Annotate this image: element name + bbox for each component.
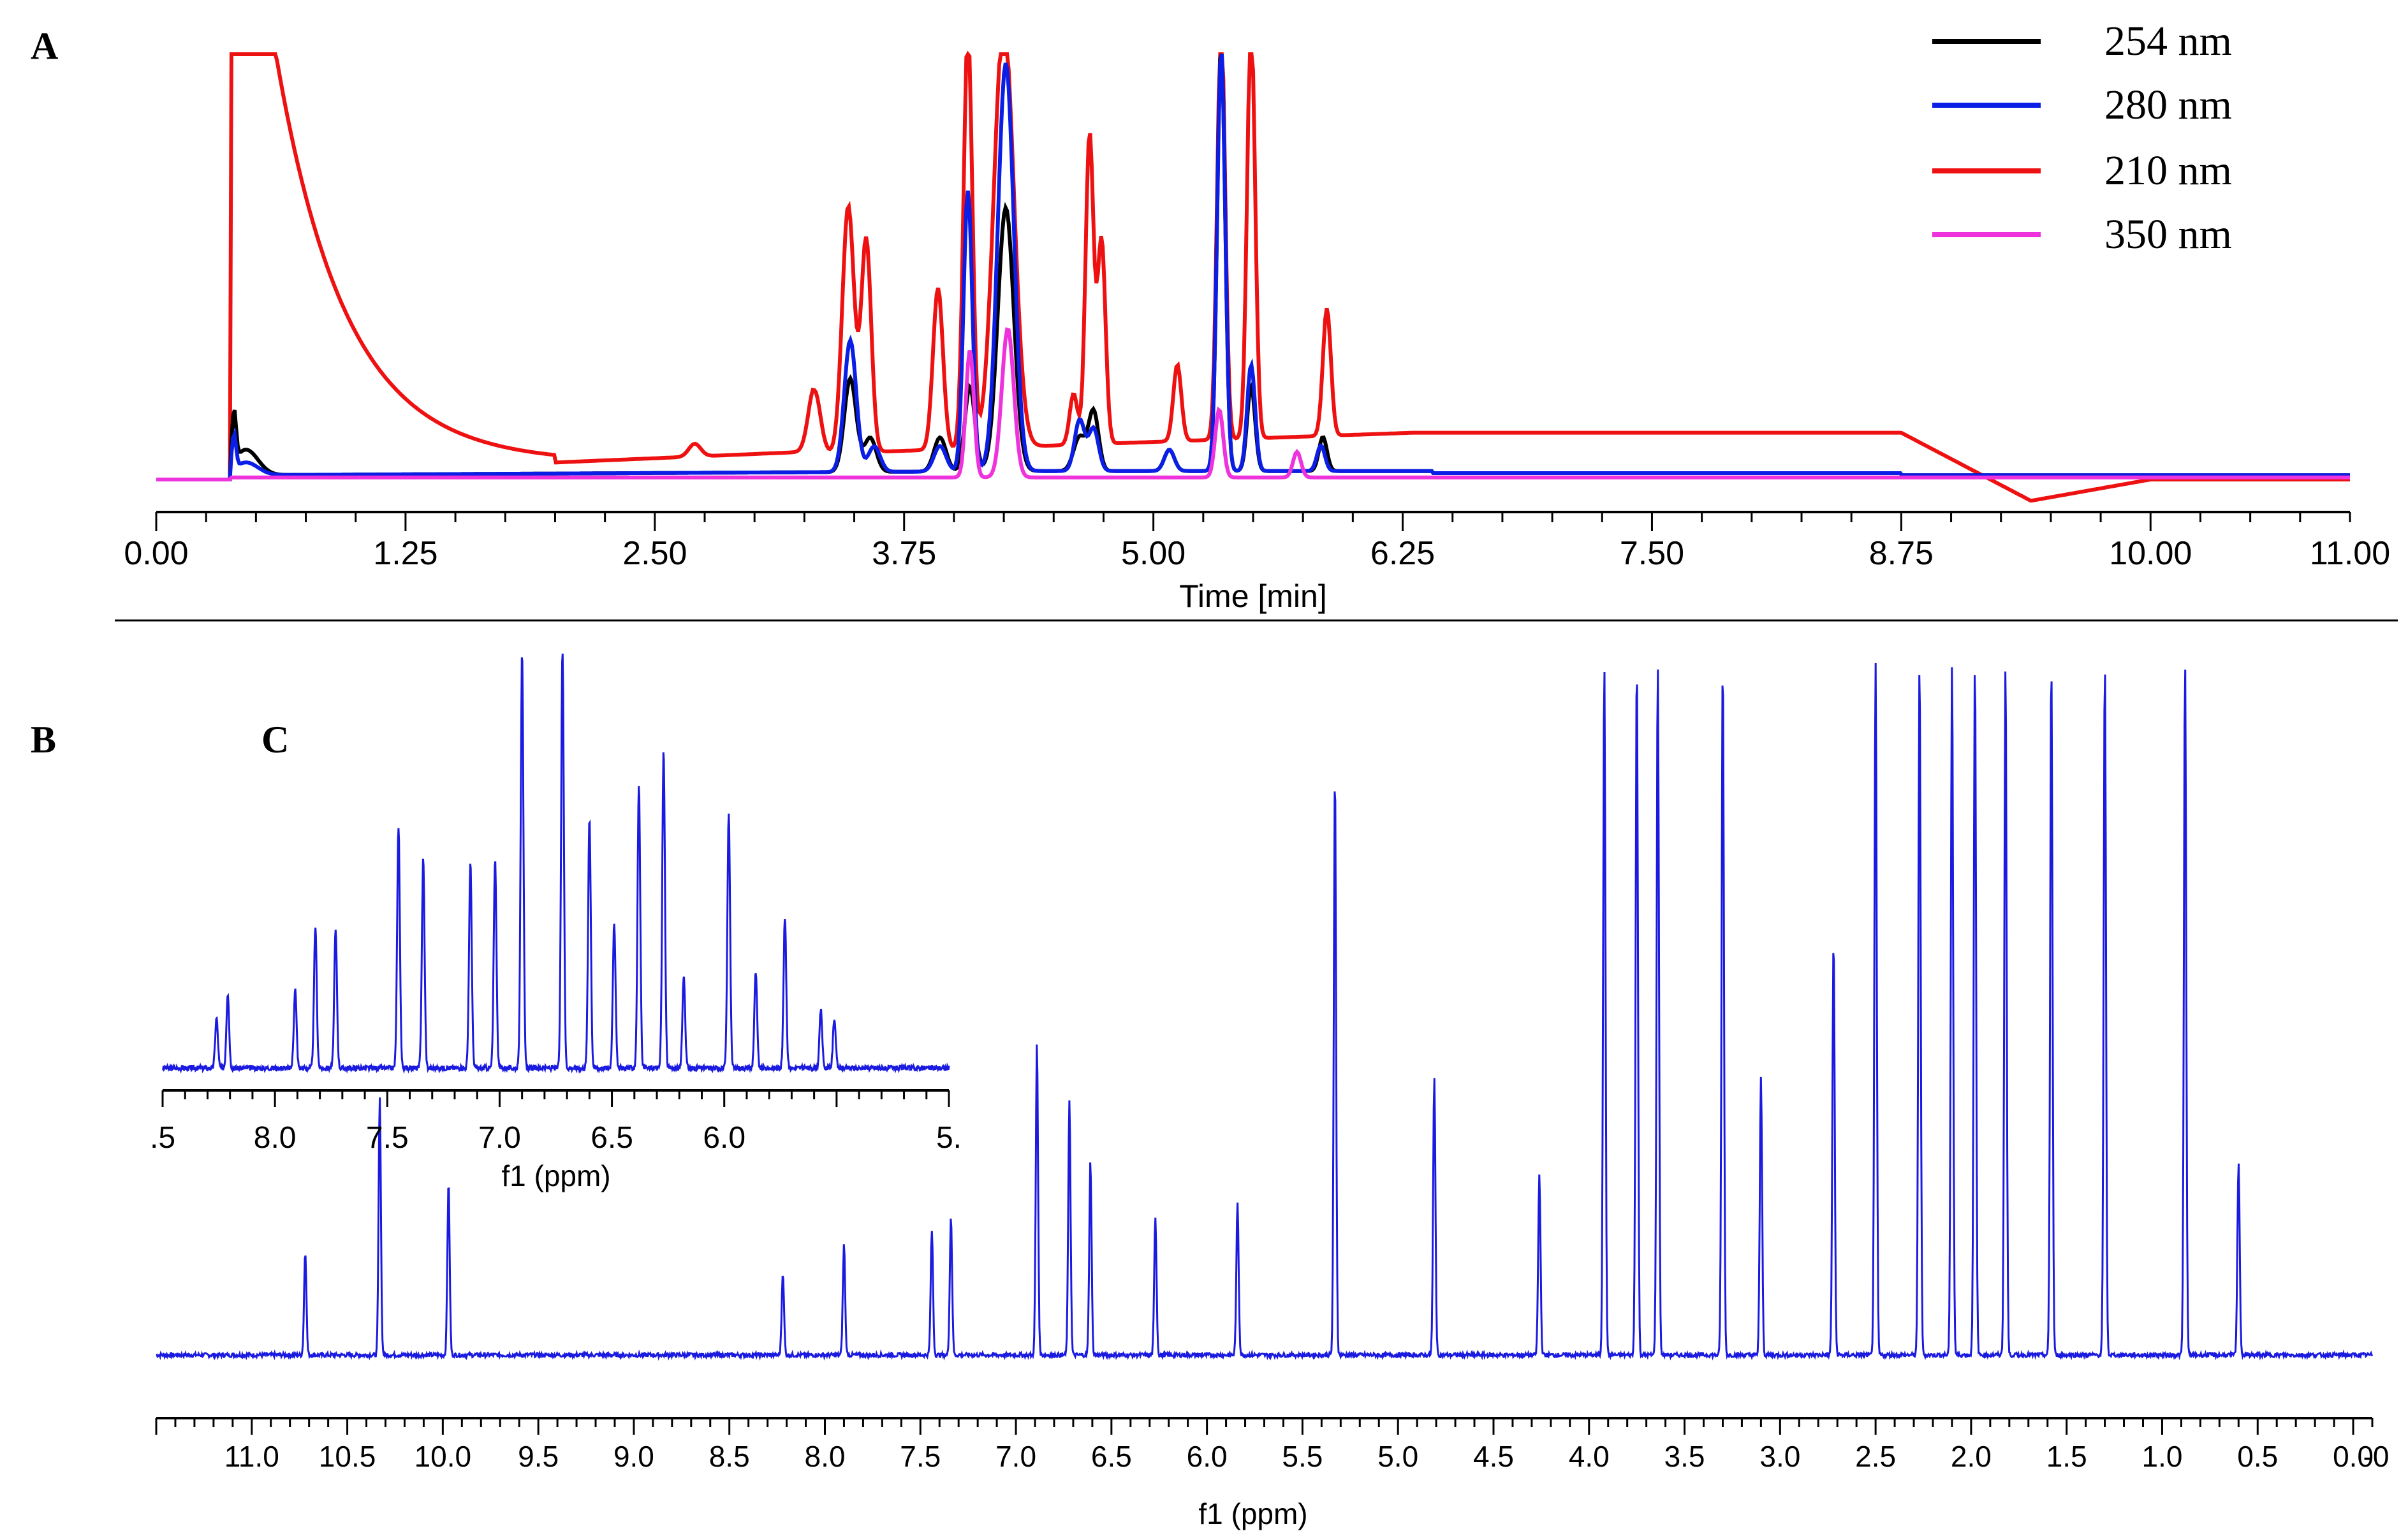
inset-tick-label: 7.5 — [366, 1121, 409, 1155]
nmr-tick-label: 3.5 — [1664, 1440, 1705, 1473]
inset-tick-label: 6.5 — [591, 1121, 633, 1155]
nmr-chart: 11.0 10.5 10.0 9.5 9.0 8.5 8.0 7.5 7.0 6.5 6.0 5.5 5… — [155, 663, 2390, 1530]
nmr-tick-label: 5.0 — [1377, 1440, 1418, 1473]
nmr-tick-label: 11.0 — [224, 1440, 279, 1473]
nmr-tick-label: 4.5 — [1473, 1440, 1514, 1473]
nmr-tick-label: 5.5 — [1282, 1440, 1323, 1473]
legend-label-280: 280 nm — [2104, 82, 2232, 128]
nmr-tick-label: 6.5 — [1091, 1440, 1132, 1473]
nmr-tick-label: 1.0 — [2141, 1440, 2182, 1473]
chromatogram-tick-label: 1.25 — [373, 535, 437, 572]
inset-tick-label: 8.0 — [254, 1121, 297, 1155]
inset-x-axis-label: f1 (ppm) — [501, 1159, 610, 1192]
nmr-tick-label: 4.0 — [1569, 1440, 1610, 1473]
nmr-tick-label: 0.5 — [2237, 1440, 2278, 1473]
nmr-tick-label: 2.0 — [1951, 1440, 1992, 1473]
chromatogram-ticks: 0.00 1.25 2.50 3.75 5.00 6.25 7.50 8.75 10.00 11.… — [124, 512, 2390, 572]
inset-tick-label: 5. — [936, 1121, 962, 1155]
nmr-tick-label: 7.0 — [995, 1440, 1036, 1473]
chromatogram-legend: 254 nm 280 nm 210 nm 350 nm — [1932, 18, 2232, 258]
nmr-tick-label: 9.0 — [613, 1440, 654, 1473]
panel-label-a: A — [31, 25, 58, 67]
chromatogram-tick-label: 7.50 — [1620, 535, 1684, 572]
nmr-tick-label: 8.5 — [709, 1440, 750, 1473]
inset-tick-label: .5 — [150, 1121, 175, 1155]
chromatogram-tick-label: 5.00 — [1121, 535, 1186, 572]
chromatogram-tick-label: 10.00 — [2109, 535, 2192, 572]
nmr-tick-label: 0.0 — [2333, 1440, 2374, 1473]
legend-label-210: 210 nm — [2104, 147, 2232, 194]
nmr-tick-label: 9.5 — [518, 1440, 559, 1473]
nmr-tick-label: -0 — [2363, 1440, 2390, 1473]
nmr-tick-label: 1.5 — [2046, 1440, 2087, 1473]
nmr-tick-label: 2.5 — [1855, 1440, 1896, 1473]
nmr-inset-chart: .5 8.0 7.5 7.0 6.5 6.0 5. f1 (ppm) — [150, 654, 962, 1192]
chromatogram-traces — [156, 50, 2350, 503]
panel-label-c: C — [261, 719, 289, 761]
chromatogram-tick-label: 6.25 — [1370, 535, 1435, 572]
series-line-280-nm — [156, 54, 2350, 481]
legend-label-254: 254 nm — [2104, 18, 2232, 64]
nmr-spectrum-line — [156, 663, 2374, 1361]
chromatogram-tick-label: 11.00 — [2310, 535, 2390, 572]
inset-ticks: .5 8.0 7.5 7.0 6.5 6.0 5. — [150, 1090, 962, 1155]
nmr-tick-label: 7.5 — [900, 1440, 941, 1473]
chromatogram-x-axis-label: Time [min] — [1179, 578, 1327, 614]
inset-tick-label: 7.0 — [478, 1121, 521, 1155]
nmr-tick-label: 3.0 — [1759, 1440, 1800, 1473]
nmr-tick-label: 10.5 — [319, 1440, 376, 1473]
nmr-tick-label: 10.0 — [415, 1440, 472, 1473]
chromatogram-tick-label: 3.75 — [872, 535, 936, 572]
nmr-tick-label: 6.0 — [1187, 1440, 1228, 1473]
panel-label-b: B — [31, 719, 56, 761]
nmr-tick-label: 8.0 — [805, 1440, 846, 1473]
chromatogram-tick-label: 2.50 — [622, 535, 687, 572]
nmr-ticks: 11.0 10.5 10.0 9.5 9.0 8.5 8.0 7.5 7.0 6.5 6.0 5.5 5… — [155, 1418, 2390, 1473]
inset-spectrum-line — [161, 654, 950, 1074]
nmr-x-axis-label: f1 (ppm) — [1198, 1497, 1307, 1530]
chromatogram-chart: 0.00 1.25 2.50 3.75 5.00 6.25 7.50 8.75 10.00 11.… — [124, 18, 2390, 614]
inset-tick-label: 6.0 — [703, 1121, 745, 1155]
chromatogram-tick-label: 8.75 — [1869, 535, 1934, 572]
series-line-350-nm — [156, 327, 2350, 481]
legend-label-350: 350 nm — [2104, 211, 2232, 258]
chromatogram-tick-label: 0.00 — [124, 535, 188, 572]
